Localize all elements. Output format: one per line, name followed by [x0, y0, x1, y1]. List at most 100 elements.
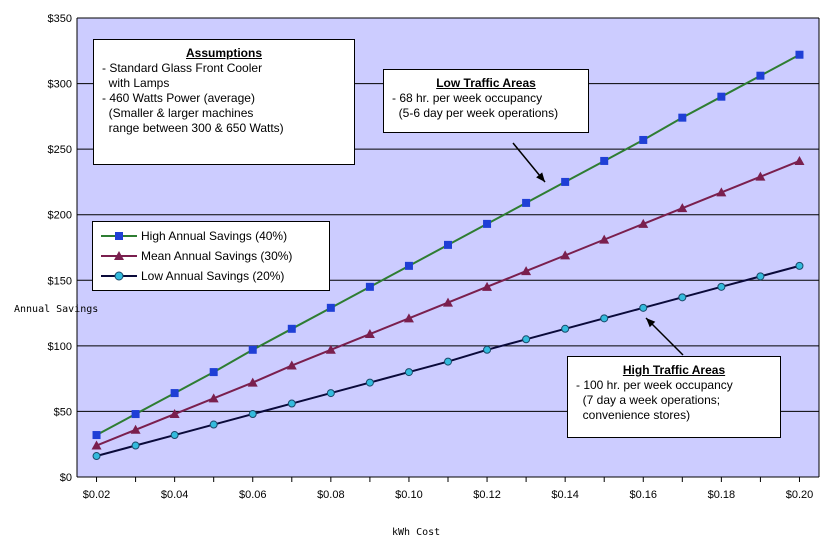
- assumptions-line: with Lamps: [102, 76, 170, 90]
- data-point: [287, 399, 296, 408]
- data-point: [638, 218, 649, 228]
- data-point: [794, 155, 805, 165]
- assumptions-line: (Smaller & larger machines: [102, 106, 254, 120]
- assumptions-line: range between 300 & 650 Watts): [102, 121, 284, 135]
- data-point: [522, 335, 531, 344]
- data-point: [287, 324, 296, 333]
- assumptions-title: Assumptions: [185, 46, 262, 60]
- high-traffic-line: (7 day a week operations;: [576, 393, 721, 407]
- data-point: [209, 420, 218, 429]
- data-point: [521, 266, 532, 276]
- legend-swatch-high: [101, 232, 137, 240]
- data-point: [326, 389, 335, 398]
- x-axis-ticks: $0.02 $0.04 $0.06 $0.08 $0.10 $0.12 $0.14 $0.16…: [83, 477, 813, 501]
- y-tick-label: $150: [48, 275, 72, 287]
- callout-arrow-head: [536, 172, 545, 182]
- x-tick-label: $0.20: [786, 489, 814, 501]
- low-traffic-line: - 68 hr. per week occupancy: [392, 91, 543, 105]
- data-point: [795, 261, 804, 270]
- data-point: [364, 329, 375, 339]
- legend-label-high: High Annual Savings (40%): [141, 228, 288, 243]
- assumptions-line: - 460 Watts Power (average): [102, 91, 255, 105]
- data-point: [92, 431, 101, 440]
- y-tick-label: $300: [48, 79, 72, 91]
- data-point: [131, 410, 140, 419]
- legend-swatch-mean: [101, 251, 137, 260]
- data-point: [92, 452, 101, 461]
- gridlines: [76, 17, 820, 478]
- x-tick-label: $0.10: [395, 489, 423, 501]
- legend-item-mean: Mean Annual Savings (30%): [101, 246, 321, 266]
- data-point: [444, 240, 452, 249]
- data-point: [677, 203, 688, 213]
- data-point: [795, 50, 804, 59]
- data-point: [678, 113, 687, 122]
- y-tick-label: $0: [60, 472, 72, 484]
- data-point: [403, 313, 414, 323]
- low-traffic-line: (5-6 day per week operations): [392, 106, 559, 120]
- data-point: [247, 377, 258, 387]
- y-tick-label: $100: [48, 341, 72, 353]
- data-point: [639, 303, 648, 312]
- data-point: [209, 368, 218, 377]
- data-point: [483, 345, 492, 354]
- data-point: [639, 135, 648, 144]
- data-point: [444, 357, 452, 366]
- data-point: [365, 378, 374, 387]
- data-point: [600, 156, 609, 165]
- legend-swatch-low: [101, 271, 137, 281]
- callout-arrows: [512, 142, 684, 356]
- x-tick-label: $0.08: [317, 489, 345, 501]
- assumptions-box: Assumptions - Standard Glass Front Coole…: [93, 39, 355, 165]
- data-point: [560, 250, 571, 260]
- data-point: [756, 272, 765, 281]
- data-point: [326, 303, 335, 312]
- x-tick-label: $0.14: [551, 489, 579, 501]
- data-point: [404, 261, 413, 270]
- high-traffic-box: High Traffic Areas - 100 hr. per week oc…: [567, 356, 781, 438]
- high-traffic-title: High Traffic Areas: [622, 363, 726, 377]
- high-traffic-line: convenience stores): [576, 408, 691, 422]
- y-tick-label: $250: [48, 144, 72, 156]
- data-point: [130, 424, 141, 434]
- assumptions-line: - Standard Glass Front Cooler: [102, 61, 263, 75]
- data-point: [208, 393, 219, 403]
- x-tick-label: $0.06: [239, 489, 267, 501]
- data-point: [404, 368, 413, 377]
- x-tick-label: $0.02: [83, 489, 111, 501]
- data-point: [248, 345, 257, 354]
- legend-label-low: Low Annual Savings (20%): [141, 268, 285, 283]
- x-tick-label: $0.18: [708, 489, 736, 501]
- data-point: [561, 177, 570, 186]
- legend-item-high: High Annual Savings (40%): [101, 226, 321, 246]
- data-point: [170, 389, 179, 398]
- x-axis-title: kWh Cost: [392, 527, 440, 538]
- legend-label-mean: Mean Annual Savings (30%): [141, 248, 293, 263]
- data-point: [716, 187, 727, 197]
- data-point: [91, 440, 102, 450]
- data-point: [483, 219, 492, 228]
- data-point: [325, 344, 336, 354]
- series-layer: [91, 50, 805, 461]
- high-traffic-line: - 100 hr. per week occupancy: [576, 378, 733, 392]
- data-point: [717, 282, 726, 291]
- low-traffic-title: Low Traffic Areas: [436, 76, 536, 90]
- data-point: [169, 409, 180, 419]
- legend: High Annual Savings (40%) Mean Annual Sa…: [92, 221, 330, 291]
- callout-arrow-head: [646, 318, 656, 328]
- data-point: [522, 198, 531, 207]
- data-point: [286, 360, 297, 370]
- data-point: [131, 441, 140, 450]
- data-point: [170, 431, 179, 440]
- data-point: [717, 92, 726, 101]
- y-tick-label: $200: [48, 210, 72, 222]
- data-point: [599, 234, 610, 244]
- y-axis-ticks: $0 $50 $100 $150 $200 $250 $300 $350: [48, 13, 72, 484]
- y-tick-label: $50: [54, 406, 72, 418]
- data-point: [443, 297, 453, 307]
- data-point: [365, 282, 374, 291]
- y-axis-title: Annual Savings: [14, 304, 98, 315]
- data-point: [756, 71, 765, 80]
- data-point: [678, 293, 687, 302]
- low-traffic-box: Low Traffic Areas - 68 hr. per week occu…: [383, 69, 589, 133]
